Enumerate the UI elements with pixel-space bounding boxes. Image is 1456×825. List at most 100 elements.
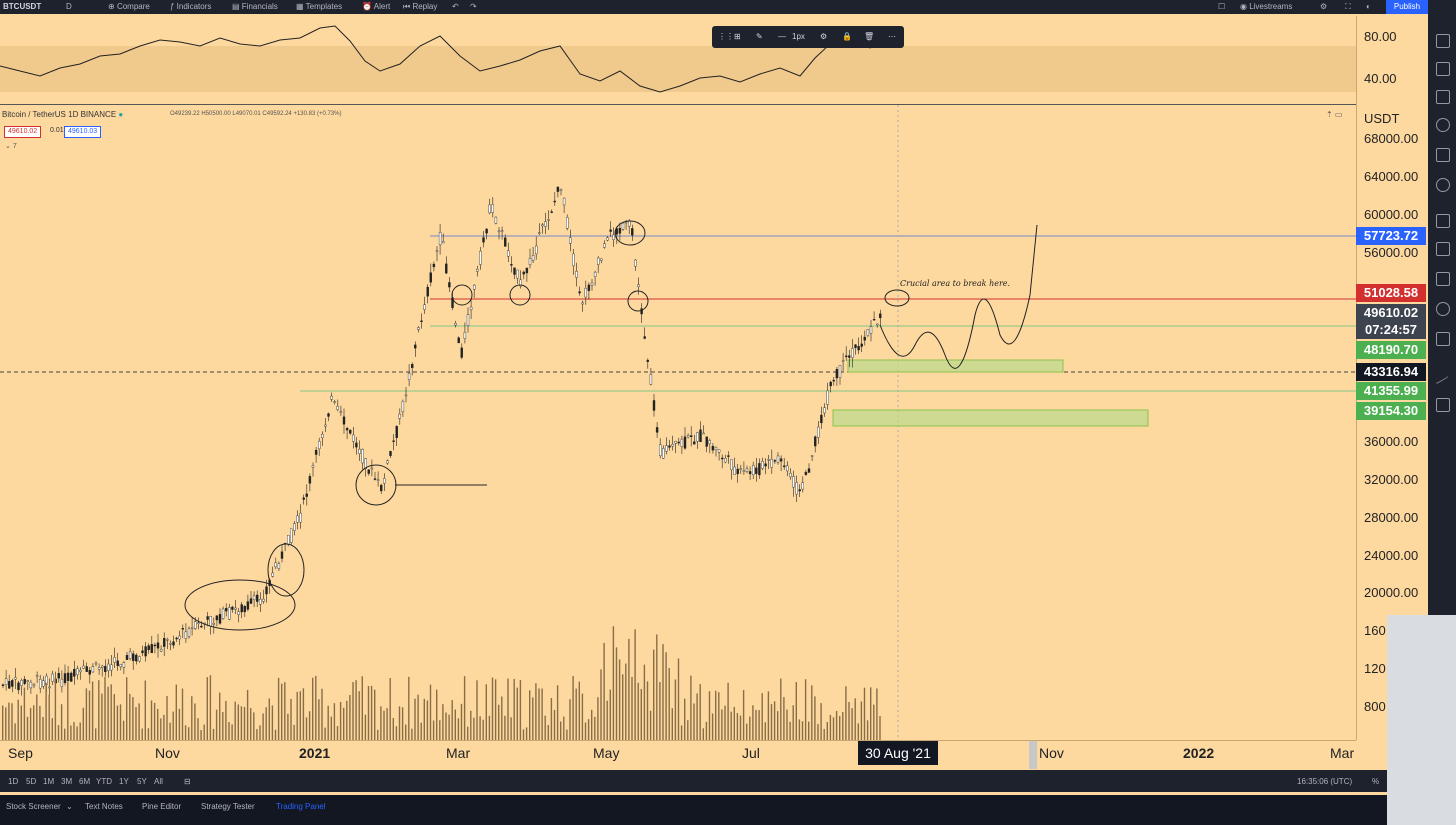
volume-bar — [178, 708, 181, 740]
symbol-search[interactable]: BTCUSDT — [3, 2, 42, 11]
range-1d[interactable]: 1D — [8, 777, 19, 786]
candle-body — [566, 217, 569, 229]
livestreams-button[interactable]: ◉ Livestreams — [1240, 2, 1293, 11]
settings-icon[interactable]: ⚙ — [820, 32, 828, 41]
trend-icon[interactable] — [1436, 364, 1448, 385]
line-width-button[interactable]: 1px — [792, 32, 805, 41]
publish-button[interactable]: Publish — [1386, 0, 1428, 14]
settings-icon[interactable]: ⚙ — [1320, 2, 1328, 11]
replay-button[interactable]: ⏮ Replay — [403, 2, 438, 11]
pane-divider[interactable] — [0, 104, 1356, 105]
data-window-icon[interactable] — [1436, 90, 1450, 104]
demand-zone — [847, 359, 1064, 373]
volume-bar — [718, 692, 720, 740]
time-axis[interactable] — [0, 740, 1356, 769]
goto-date-icon[interactable]: ⊟ — [184, 777, 191, 786]
candle-body — [200, 625, 203, 628]
chevron-down-icon[interactable]: ⌄ — [66, 802, 73, 811]
candle-body — [572, 253, 575, 267]
range-3m[interactable]: 3M — [61, 777, 73, 786]
streams-icon[interactable] — [1436, 242, 1450, 256]
tab-pine-editor[interactable]: Pine Editor — [142, 802, 182, 811]
drag-handle-icon[interactable]: ⋮⋮ — [718, 32, 734, 41]
bid-box[interactable]: 49610.02 — [4, 126, 42, 138]
time-tick: 2022 — [1183, 745, 1215, 761]
ideas-icon[interactable] — [1436, 178, 1450, 192]
volume-bar — [420, 722, 422, 740]
collapse-icon[interactable]: ⇡ ▭ — [1326, 110, 1343, 119]
candle-body — [302, 497, 305, 500]
volume-bar — [684, 698, 686, 740]
line-style-icon[interactable]: — — [778, 32, 786, 41]
trash-icon[interactable]: 🗑 — [864, 32, 875, 41]
indicators-button[interactable]: ƒ Indicators — [170, 2, 212, 11]
volume-bar — [863, 687, 866, 740]
candle-body — [184, 631, 188, 639]
countdown-label: 07:24:57 — [1356, 321, 1426, 339]
financials-button[interactable]: ▤ Financials — [232, 2, 278, 11]
indicators-toggle[interactable]: ⌄ 7 — [5, 143, 17, 150]
candle-body — [668, 445, 671, 448]
volume-bar — [767, 691, 770, 740]
more-icon[interactable]: ⋯ — [888, 32, 896, 41]
webcam-overlay — [1387, 615, 1456, 825]
undo-icon[interactable]: ↶ — [452, 2, 459, 11]
range-1y[interactable]: 1Y — [119, 777, 129, 786]
order-panel-icon[interactable] — [1436, 398, 1450, 412]
alerts-icon[interactable] — [1436, 62, 1450, 76]
volume-bar — [764, 722, 766, 740]
pencil-icon[interactable]: ✎ — [756, 32, 763, 41]
watchlist-icon[interactable] — [1436, 34, 1450, 48]
notifications-icon[interactable] — [1436, 272, 1450, 286]
calendar-icon[interactable] — [1436, 148, 1450, 162]
lock-icon[interactable]: 🔒 — [842, 32, 852, 41]
volume-bar — [711, 713, 714, 740]
range-5y[interactable]: 5Y — [137, 777, 147, 786]
range-1m[interactable]: 1M — [43, 777, 55, 786]
tab-strategy-tester[interactable]: Strategy Tester — [201, 802, 255, 811]
ask-box[interactable]: 49610.03 — [64, 126, 102, 138]
messages-icon[interactable] — [1436, 332, 1450, 346]
tab-text-notes[interactable]: Text Notes — [85, 802, 123, 811]
candle-body — [448, 282, 451, 288]
candle-body — [863, 336, 866, 341]
candle-body — [128, 651, 132, 659]
template-icon[interactable]: ⊞ — [734, 32, 741, 41]
candle-body — [395, 425, 398, 438]
volume-bar — [253, 712, 255, 740]
templates-button[interactable]: ▦ Templates — [296, 2, 343, 11]
fullscreen-icon[interactable]: ⛶ — [1345, 2, 1351, 11]
volume-bar — [346, 700, 348, 740]
range-ytd[interactable]: YTD — [96, 777, 112, 786]
range-6m[interactable]: 6M — [79, 777, 91, 786]
range-5d[interactable]: 5D — [26, 777, 37, 786]
chat-icon[interactable] — [1436, 214, 1450, 228]
tab-trading-panel[interactable]: Trading Panel — [276, 802, 326, 811]
redo-icon[interactable]: ↷ — [470, 2, 477, 11]
templates-icon: ▦ — [296, 2, 306, 11]
broadcast-icon[interactable] — [1436, 302, 1450, 316]
chart-legend[interactable]: Bitcoin / TetherUS 1D BINANCE ● — [2, 110, 123, 119]
hotlist-icon[interactable] — [1436, 118, 1450, 132]
percent-toggle[interactable]: % — [1372, 777, 1380, 786]
compare-button[interactable]: ⊕ Compare — [108, 2, 150, 11]
layout-icon[interactable]: ☐ — [1218, 2, 1226, 11]
interval-button[interactable]: D — [66, 2, 72, 11]
candle-body — [541, 224, 544, 227]
candles — [1, 186, 882, 696]
price-tick: 160 — [1364, 623, 1386, 638]
alert-button[interactable]: ⏰ Alert — [362, 2, 391, 11]
rsi-tick: 80.00 — [1364, 29, 1397, 44]
main-chart[interactable] — [0, 105, 1356, 740]
tab-stock-screener[interactable]: Stock Screener — [6, 802, 61, 811]
volume-bar — [662, 644, 664, 740]
volume-bar — [804, 679, 807, 740]
utc-clock[interactable]: 16:35:06 (UTC) — [1297, 777, 1353, 786]
volume-bar — [547, 724, 549, 740]
price-label-support: 39154.30 — [1356, 402, 1426, 420]
snapshot-icon[interactable]: ◐ — [1366, 2, 1371, 11]
candle-body — [432, 263, 436, 268]
range-all[interactable]: All — [154, 777, 163, 786]
volume-bar — [501, 696, 503, 740]
price-tick: 32000.00 — [1364, 472, 1419, 487]
